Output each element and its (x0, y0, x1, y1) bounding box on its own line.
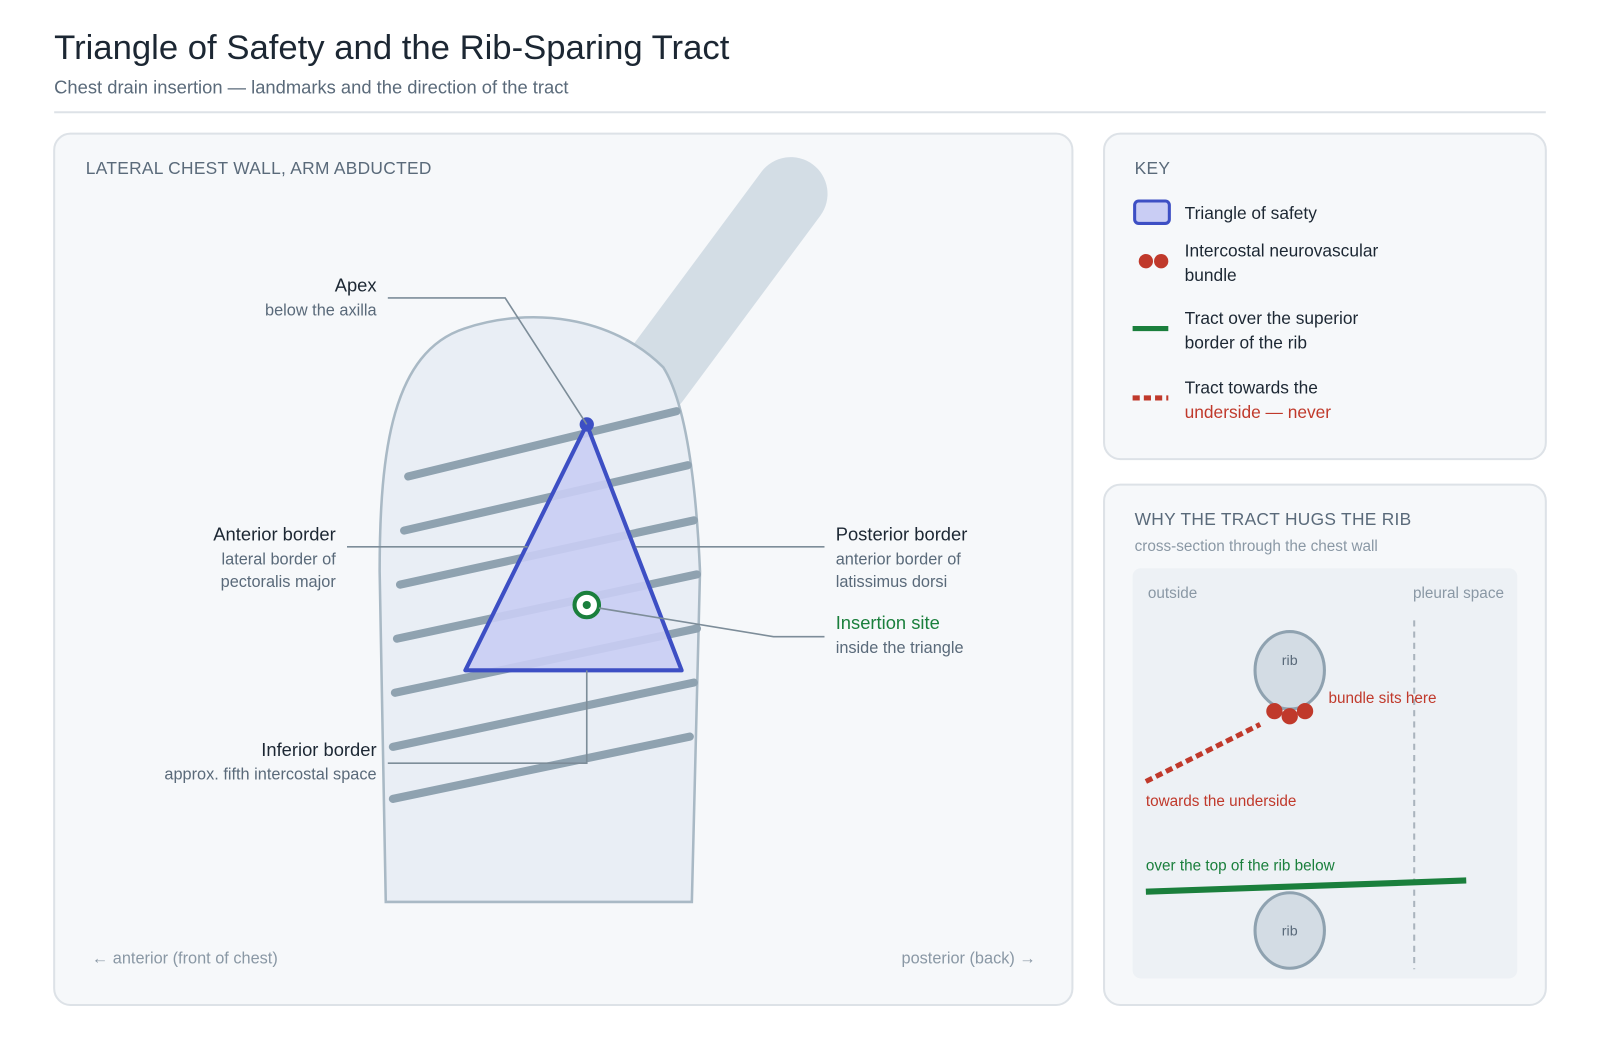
neurovascular-bundle (1266, 702, 1283, 720)
rib-section (1253, 891, 1326, 970)
rib-label: rib (1282, 653, 1298, 669)
key-label: Triangle of safety (1185, 203, 1318, 223)
label-title: Apex (335, 275, 377, 296)
correct-tract-label: over the top of the rib below (1146, 857, 1336, 874)
key-label: border of the rib (1185, 332, 1307, 352)
region-label: outside (1148, 585, 1197, 602)
rib (404, 407, 681, 481)
label-note: below the axilla (265, 301, 377, 319)
leader-line (387, 670, 588, 764)
subtitle: Chest drain insertion — landmarks and th… (54, 77, 568, 98)
leader-line (598, 607, 825, 638)
cross-section-heading: WHY THE TRACT HUGS THE RIB (1135, 509, 1412, 529)
label-title: Anterior border (213, 523, 335, 544)
key-swatch (1138, 254, 1154, 269)
rib-label: rib (1282, 923, 1298, 939)
label-note: approx. fifth intercostal space (164, 766, 376, 784)
neurovascular-bundle (1281, 708, 1298, 725)
title: Triangle of Safety and the Rib-Sparing T… (54, 29, 730, 67)
neurovascular-bundle (1296, 702, 1314, 720)
arm (616, 157, 828, 417)
correct-tract (1145, 877, 1467, 895)
label-title: Insertion site (836, 612, 940, 633)
region-label: pleural space (1413, 585, 1504, 602)
wrong-tract-label: towards the underside (1146, 793, 1297, 810)
direction-label: ← anterior (front of chest) (92, 949, 278, 967)
key-swatch (1154, 254, 1169, 269)
key-heading: KEY (1135, 158, 1171, 178)
label-note: latissimus dorsi (836, 573, 948, 591)
label-note: anterior border of (836, 550, 962, 568)
rib (400, 461, 692, 535)
cross-section-subtitle: cross-section through the chest wall (1135, 538, 1378, 555)
label-note: inside the triangle (836, 639, 964, 657)
rib (388, 678, 698, 751)
key-label: Tract towards the (1185, 377, 1318, 397)
bundle-label: bundle sits here (1329, 690, 1437, 707)
wrong-tract (1144, 722, 1262, 784)
label-note: lateral border of (222, 550, 337, 568)
label-note: pectoralis major (221, 573, 337, 591)
panel-heading: LATERAL CHEST WALL, ARM ABDUCTED (86, 158, 432, 178)
rib-section (1253, 630, 1326, 711)
key-label: underside — never (1185, 402, 1332, 422)
key-swatch (1133, 199, 1171, 225)
key-label: Intercostal neurovascular (1185, 241, 1379, 261)
cross-section-area (1132, 568, 1518, 979)
key-panel (1103, 132, 1547, 461)
leader-line (387, 297, 588, 425)
direction-label: posterior (back) → (902, 949, 1036, 967)
label-title: Inferior border (261, 739, 376, 760)
insertion-dot (582, 600, 591, 610)
rib (388, 732, 694, 803)
label-title: Posterior border (836, 523, 968, 544)
key-label: Tract over the superior (1185, 308, 1359, 328)
key-label: bundle (1185, 265, 1237, 285)
apex-dot (579, 417, 594, 432)
